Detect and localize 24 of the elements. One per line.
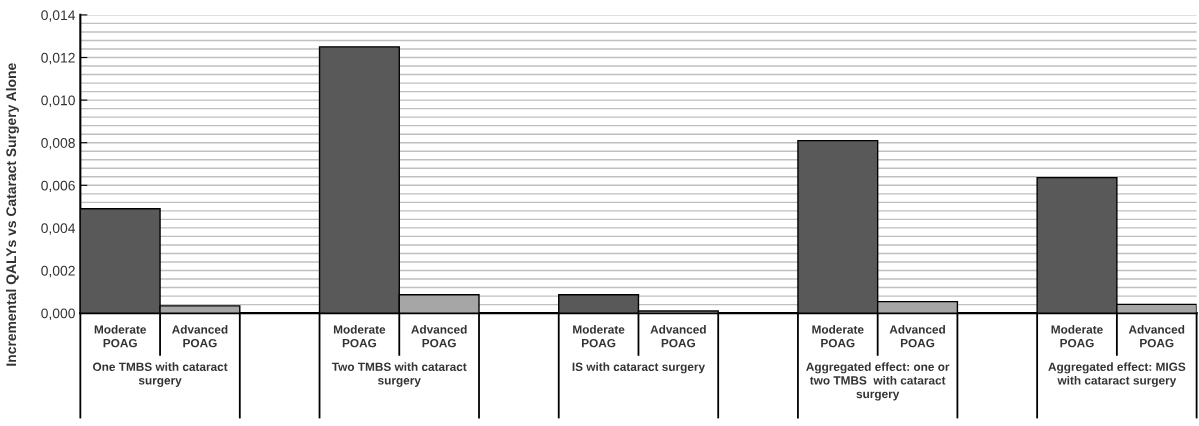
x-tick-label: Moderate POAG — [94, 325, 147, 348]
y-tick-label: 0,014 — [41, 10, 76, 22]
text: Two TMBS with cataract surgery — [331, 362, 467, 387]
y-tick-label: 0,000 — [41, 308, 75, 320]
x-tick-label: Moderate POAG — [573, 325, 625, 348]
text: One TMBS with cataract surgery — [92, 362, 228, 387]
text: Aggregated effect: MIGS with cataract surgery — [1048, 362, 1186, 387]
x-tick-label: Moderate POAG — [812, 325, 864, 348]
y-axis-title: Incremental QALYs vs Cataract Surgery Alone — [5, 63, 19, 366]
x-tick-label: Moderate POAG — [333, 325, 386, 348]
y-tick-label: 0,010 — [41, 95, 75, 107]
x-tick-label: Moderate POAG — [1051, 325, 1103, 348]
text: Aggregated effect: one or two TMBS with cataract surgery — [806, 362, 950, 401]
x-tick-label: Advanced POAG — [889, 325, 945, 348]
x-tick-label: Advanced POAG — [411, 325, 467, 348]
x-tick-label: Advanced POAG — [650, 325, 706, 348]
x-tick-label: Advanced POAG — [1128, 325, 1185, 348]
text: IS with cataract surgery — [572, 362, 705, 374]
y-tick-label: 0,002 — [41, 265, 75, 278]
y-tick-label: 0,004 — [41, 223, 76, 235]
y-tick-label: 0,008 — [41, 138, 75, 150]
y-tick-label: 0,006 — [41, 180, 75, 193]
y-tick-label: 0,012 — [41, 52, 75, 65]
x-tick-label: Advanced POAG — [172, 325, 228, 348]
